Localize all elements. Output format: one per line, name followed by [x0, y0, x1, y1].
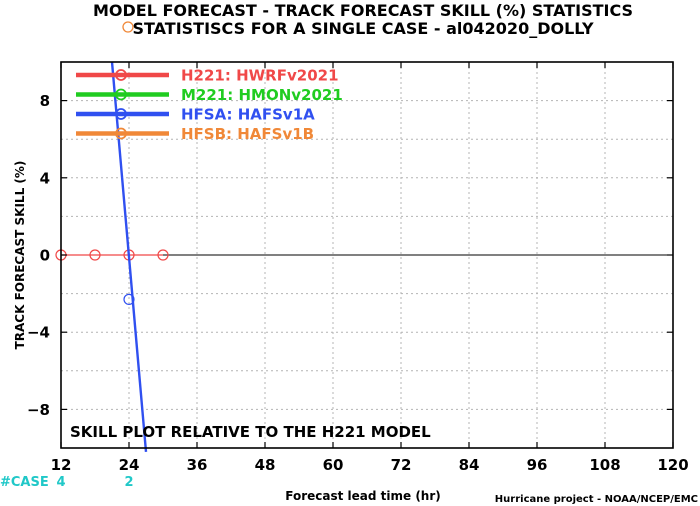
y-axis-ticks: 8 4 0 −4 −8	[27, 92, 673, 419]
legend-entry-hfsb: HFSB: HAFSv1B	[181, 125, 314, 143]
series-layer	[55, 61, 169, 452]
x-tick-label: 36	[187, 456, 208, 474]
chart-subtitle: STATISTISCS FOR A SINGLE CASE - al042020…	[132, 19, 594, 38]
x-tick-label: 12	[51, 456, 72, 474]
credit-text: Hurricane project - NOAA/NCEP/EMC	[495, 494, 698, 505]
case-count: 4	[56, 475, 65, 490]
x-axis-label: Forecast lead time (hr)	[285, 489, 441, 503]
legend-entry-hfsa: HFSA: HAFSv1A	[181, 106, 315, 124]
x-tick-label: 60	[323, 456, 344, 474]
y-tick-label: −8	[27, 401, 50, 419]
x-axis-ticks: 12 24 36 48 60 72 84 96 108 120	[51, 62, 689, 474]
x-tick-label: 24	[119, 456, 140, 474]
x-tick-label: 84	[459, 456, 480, 474]
skill-annotation: SKILL PLOT RELATIVE TO THE H221 MODEL	[70, 423, 431, 441]
y-tick-label: −4	[27, 324, 50, 342]
x-tick-label: 96	[527, 456, 548, 474]
legend-marker-icon	[115, 69, 127, 81]
data-point-h221	[157, 249, 169, 261]
y-axis-label: TRACK FORECAST SKILL (%)	[13, 161, 27, 350]
x-tick-label: 120	[657, 456, 688, 474]
legend-marker-icon	[115, 108, 127, 120]
y-tick-label: 8	[40, 92, 50, 110]
legend-entry-h221: H221: HWRFv2021	[181, 67, 339, 85]
y-tick-label: 0	[40, 247, 50, 265]
data-point-hfsa	[123, 293, 135, 305]
data-point-h221	[89, 249, 101, 261]
y-tick-label: 4	[40, 169, 50, 187]
legend-entry-m221: M221: HMONv2021	[181, 86, 343, 104]
chart-title: MODEL FORECAST - TRACK FORECAST SKILL (%…	[93, 1, 633, 20]
title-marker-icon	[122, 21, 134, 33]
case-count: 2	[124, 475, 133, 490]
case-count-label: #CASE	[0, 475, 49, 490]
x-tick-label: 48	[255, 456, 276, 474]
legend-marker-icon	[115, 127, 127, 140]
x-tick-label: 72	[391, 456, 412, 474]
grid	[61, 62, 673, 448]
x-tick-label: 108	[589, 456, 620, 474]
legend-marker-icon	[115, 88, 127, 101]
series-trend-hfsa	[110, 61, 148, 452]
